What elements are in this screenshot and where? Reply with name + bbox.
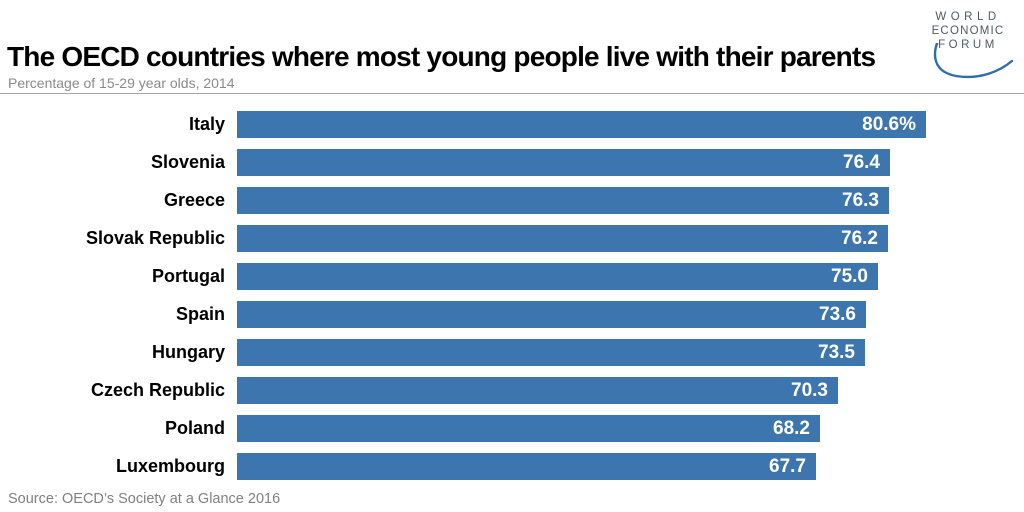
bar-track: 73.6: [225, 300, 1024, 328]
header-divider: [0, 93, 1024, 94]
bar: 73.5: [237, 338, 865, 366]
bar-track: 70.3: [225, 376, 1024, 404]
bar: 76.2: [237, 224, 888, 252]
bar-track: 68.2: [225, 414, 1024, 442]
bar-value-label: 76.2: [841, 227, 878, 249]
bar-track: 75.0: [225, 262, 1024, 290]
bar-track: 76.3: [225, 186, 1024, 214]
bar-track: 76.4: [225, 148, 1024, 176]
bar-label: Czech Republic: [90, 379, 225, 400]
chart-row: Italy 80.6%: [0, 105, 1024, 143]
bar-track: 67.7: [225, 452, 1024, 480]
bar: 70.3: [237, 376, 838, 404]
bar-value-label: 76.3: [842, 189, 879, 211]
chart-subtitle: Percentage of 15-29 year olds, 2014: [8, 75, 235, 91]
bar-track: 73.5: [225, 338, 1024, 366]
page-title: The OECD countries where most young peop…: [7, 41, 876, 72]
chart-row: Portugal 75.0: [0, 257, 1024, 295]
chart-row: Luxembourg 67.7: [0, 447, 1024, 485]
chart-row: Poland 68.2: [0, 409, 1024, 447]
chart-row: Greece 76.3: [0, 181, 1024, 219]
bar-label: Slovak Republic: [85, 227, 225, 248]
bar-value-label: 73.6: [819, 303, 856, 325]
bar-value-label: 80.6%: [862, 113, 916, 135]
chart-row: Czech Republic 70.3: [0, 371, 1024, 409]
bar: 76.4: [237, 148, 890, 176]
bar: 68.2: [237, 414, 820, 442]
wef-logo: WORLD ECONOMIC FORUM: [916, 10, 1020, 83]
wef-logo-line-1: WORLD: [935, 11, 1001, 23]
bar-value-label: 76.4: [843, 151, 880, 173]
bar: 73.6: [237, 300, 866, 328]
bar-label: Spain: [175, 303, 225, 324]
wef-logo-arc-icon: [933, 43, 1014, 79]
bar-label: Poland: [164, 417, 225, 438]
chart-row: Slovenia 76.4: [0, 143, 1024, 181]
bar-label: Greece: [163, 189, 225, 210]
bar: 76.3: [237, 186, 889, 214]
bar-track: 80.6%: [225, 110, 1024, 138]
bar-chart: Italy 80.6% Slovenia 76.4 Greece 76.3 Slovak R…: [0, 105, 1024, 485]
bar-value-label: 67.7: [769, 455, 806, 477]
wef-logo-line-2: ECONOMIC: [931, 25, 1005, 37]
bar-track: 76.2: [225, 224, 1024, 252]
chart-row: Slovak Republic 76.2: [0, 219, 1024, 257]
bar-label: Slovenia: [150, 151, 225, 172]
chart-row: Spain 73.6: [0, 295, 1024, 333]
bar-value-label: 68.2: [773, 417, 810, 439]
bar-label: Luxembourg: [115, 455, 225, 476]
bar-label: Portugal: [151, 265, 225, 286]
bar: 67.7: [237, 452, 816, 480]
bar: 80.6%: [237, 110, 926, 138]
bar-label: Italy: [188, 113, 225, 134]
bar-value-label: 70.3: [791, 379, 828, 401]
source-note: Source: OECD’s Society at a Glance 2016: [8, 491, 281, 507]
bar: 75.0: [237, 262, 878, 290]
bar-value-label: 75.0: [831, 265, 868, 287]
wef-logo-line-3: FORUM: [938, 39, 998, 51]
bar-label: Hungary: [151, 341, 225, 362]
chart-row: Hungary 73.5: [0, 333, 1024, 371]
bar-value-label: 73.5: [818, 341, 855, 363]
